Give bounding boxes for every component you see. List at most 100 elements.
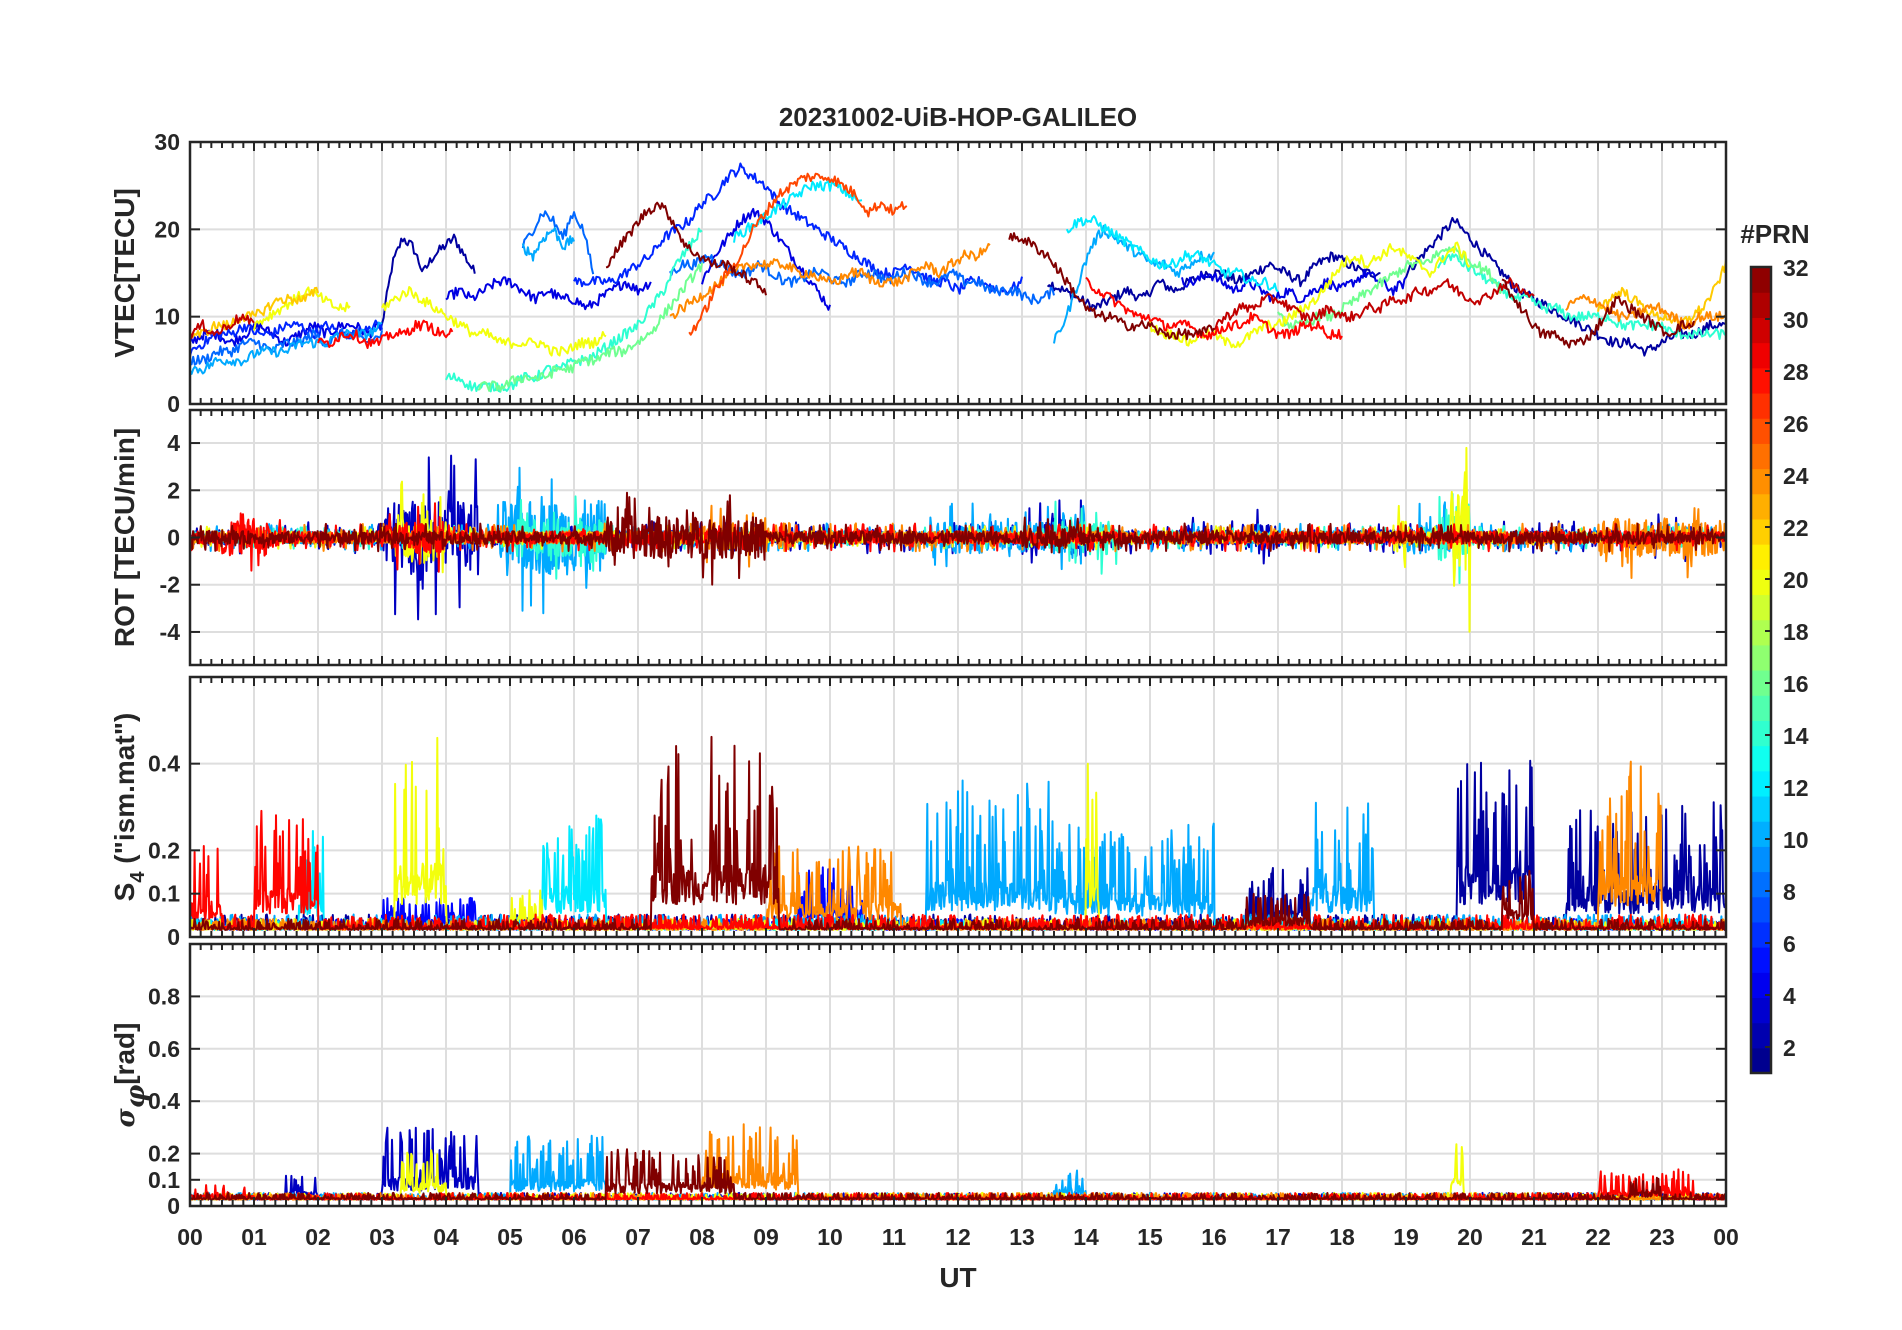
ticks-s4 <box>189 677 1727 938</box>
series-prn-32 <box>1501 278 1695 349</box>
x-tick-label: 01 <box>241 1224 267 1250</box>
series-prn-2 <box>381 233 476 325</box>
panel-s4: 0 0.1 0.2 0.4S4 ("ism.mat") <box>109 675 1728 950</box>
x-tick-label: 22 <box>1585 1224 1611 1250</box>
series-prn-28 <box>317 319 454 349</box>
colorbar-swatch <box>1751 418 1771 444</box>
series-prn-14 <box>1437 253 1726 340</box>
series-prn-20 <box>381 286 607 357</box>
x-tick-label: 02 <box>305 1224 331 1250</box>
series-prn-14 <box>445 227 703 393</box>
colorbar-swatch <box>1751 1047 1771 1074</box>
colorbar-swatch <box>1751 695 1771 721</box>
colorbar-swatch <box>1751 619 1771 646</box>
colorbar-tick-label: 30 <box>1783 307 1809 333</box>
y-tick-label: 0.8 <box>148 983 180 1009</box>
x-tick-label: 11 <box>882 1224 907 1250</box>
y-tick-label: 4 <box>167 430 180 456</box>
series-prn-32 <box>190 491 1726 586</box>
series-group-rot <box>190 446 1726 633</box>
y-tick-label: 0 <box>167 391 180 417</box>
x-tick-label: 21 <box>1521 1224 1547 1250</box>
y-axis-label-vtec: VTEC[TECU] <box>109 188 140 358</box>
colorbar-tick-label: 32 <box>1783 255 1809 281</box>
x-tick-label: 15 <box>1137 1224 1163 1250</box>
series-prn-32 <box>605 201 767 296</box>
colorbar-tick-label: 14 <box>1783 723 1809 749</box>
colorbar-swatch <box>1751 342 1771 369</box>
y-tick-label: 0 <box>167 1193 180 1219</box>
grid-vtec <box>190 142 1726 404</box>
ticks-sigphi <box>189 944 1727 1207</box>
x-tick-label: 20 <box>1457 1224 1483 1250</box>
x-tick-label: 00 <box>1713 1224 1739 1250</box>
colorbar-swatch <box>1751 795 1771 822</box>
colorbar-swatch <box>1751 821 1771 847</box>
colorbar-swatch <box>1751 1022 1771 1049</box>
series-prn-22 <box>1597 259 1726 326</box>
panel-rot: -4 -2 0 2 4 ROT [TECU/min] <box>109 408 1728 667</box>
colorbar-swatch <box>1751 392 1771 419</box>
x-tick-label: 05 <box>497 1224 523 1250</box>
colorbar-tick-label: 26 <box>1783 411 1809 437</box>
colorbar-swatch <box>1751 846 1771 873</box>
y-tick-label: 0.6 <box>148 1036 180 1062</box>
colorbar-swatch <box>1751 317 1771 344</box>
colorbar-tick-label: 20 <box>1783 567 1809 593</box>
colorbar-swatch <box>1751 921 1771 948</box>
x-tick-label: 00 <box>177 1224 203 1250</box>
ticks-vtec <box>189 141 1727 405</box>
colorbar-swatch <box>1751 670 1771 696</box>
colorbar-tick-label: 16 <box>1783 671 1809 697</box>
y-tick-label: 0 <box>167 525 180 551</box>
colorbar-swatch <box>1751 518 1771 545</box>
y-tick-label: 0.2 <box>148 1141 180 1167</box>
series-prn-26 <box>688 172 908 336</box>
y-tick-label: 2 <box>167 477 180 503</box>
y-tick-label: 10 <box>154 304 180 330</box>
series-prn-30 <box>1213 277 1535 331</box>
colorbar-tick-label: 12 <box>1783 775 1809 801</box>
colorbar-tick-label: 10 <box>1783 827 1809 853</box>
x-tick-label: 14 <box>1073 1224 1099 1250</box>
x-tick-label: 07 <box>625 1224 651 1250</box>
ticks-rot <box>189 410 1727 665</box>
colorbar-tick-label: 22 <box>1783 515 1809 541</box>
chart-title: 20231002-UiB-HOP-GALILEO <box>779 102 1137 132</box>
colorbar-tick-label: 8 <box>1783 879 1796 905</box>
series-prn-8 <box>521 210 595 275</box>
colorbar-swatch <box>1751 972 1771 999</box>
series-prn-2 <box>1405 216 1726 357</box>
colorbar-swatch <box>1751 544 1771 570</box>
series-prn-10 <box>1053 224 1215 344</box>
panel-sigphi: 00.10.2 0.4 0.6 0.8 σφ[rad] <box>109 942 1728 1219</box>
colorbar-swatch <box>1751 720 1771 747</box>
colorbar-swatch <box>1751 594 1771 621</box>
colorbar-tick-label: 6 <box>1783 931 1796 957</box>
x-tick-label: 04 <box>433 1224 459 1250</box>
colorbar-swatch <box>1751 997 1771 1024</box>
x-tick-label: 17 <box>1265 1224 1291 1250</box>
x-axis-label: UT <box>939 1262 976 1293</box>
x-tick-labels: 00 01 02 03 04 05 06 07 08 09 10 11 12 13 14 15 16 17 18 19… <box>177 1224 1739 1250</box>
series-prn-20 <box>1149 241 1471 349</box>
x-tick-label: 12 <box>945 1224 971 1250</box>
x-tick-label: 23 <box>1649 1224 1675 1250</box>
colorbar-tick-label: 2 <box>1783 1035 1796 1061</box>
series-prn-24 <box>1565 294 1726 330</box>
x-tick-label: 16 <box>1201 1224 1227 1250</box>
y-axis-label-s4: S4 ("ism.mat") <box>109 713 149 902</box>
colorbar-title: #PRN <box>1740 219 1809 249</box>
x-tick-label: 06 <box>561 1224 587 1250</box>
x-tick-label: 19 <box>1393 1224 1419 1250</box>
colorbar-tick-label: 24 <box>1783 463 1809 489</box>
x-tick-label: 03 <box>369 1224 395 1250</box>
colorbar-swatch <box>1751 267 1771 293</box>
colorbar-swatch <box>1751 947 1771 973</box>
colorbar-swatch <box>1751 896 1771 923</box>
series-prn-10 <box>521 226 575 262</box>
y-tick-label: -2 <box>160 572 180 598</box>
y-axis-label-sigphi: σφ[rad] <box>109 1023 151 1128</box>
